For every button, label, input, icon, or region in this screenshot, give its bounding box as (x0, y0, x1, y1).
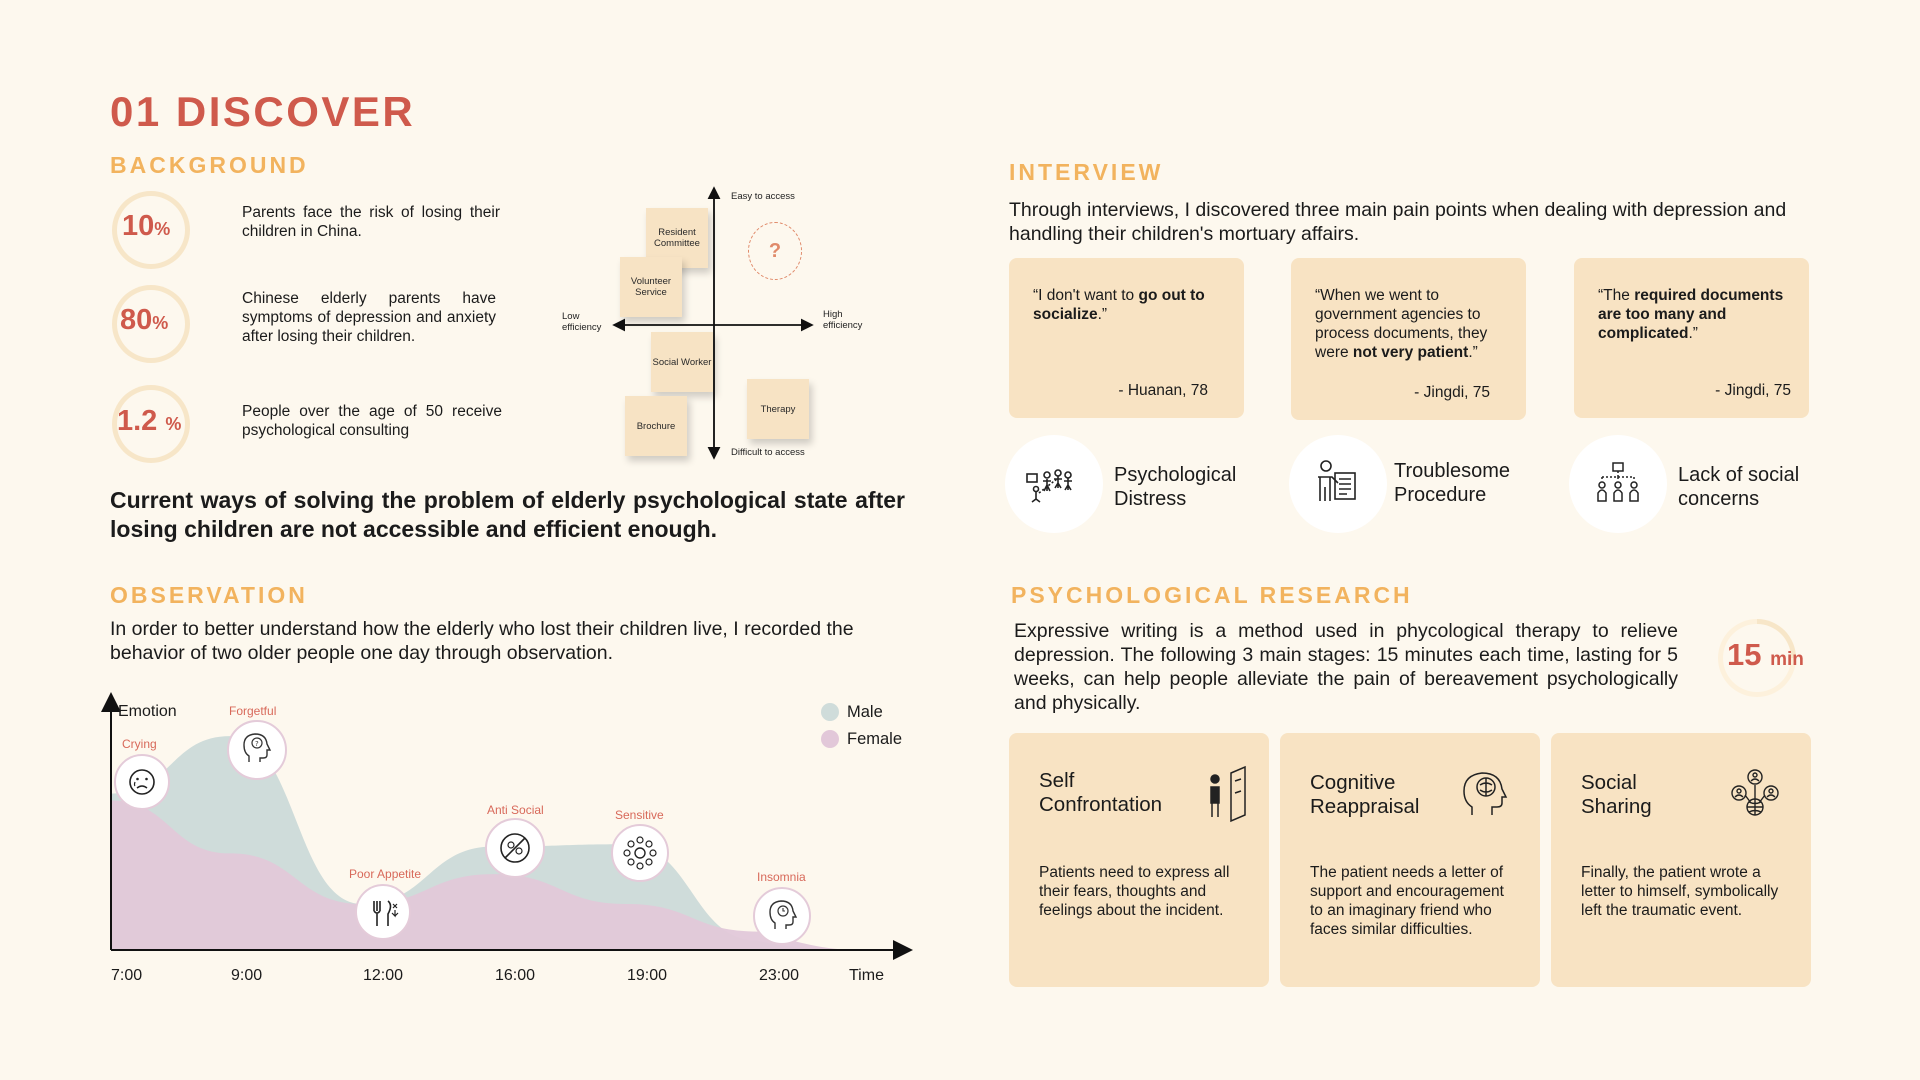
female-area (111, 800, 860, 950)
stage-card-1: Self Confrontation Patients need to expr… (1009, 733, 1269, 987)
mirror-person-icon (1205, 763, 1253, 828)
stat-value: 10% (122, 210, 171, 242)
pain-label: Troublesome Procedure (1394, 460, 1510, 506)
utensils-icon (355, 884, 411, 940)
stat-ring (112, 191, 190, 269)
stage-card-3: Social Sharing Finally, the patient wrot… (1551, 733, 1811, 987)
matrix-bottom-label: Difficult to access (731, 447, 805, 458)
quote-author: - Jingdi, 75 (1414, 384, 1490, 401)
insomnia-head-icon (753, 887, 811, 945)
stage-desc: Finally, the patient wrote a letter to h… (1581, 864, 1779, 919)
stat-text: Chinese elderly parents have symptoms of… (242, 290, 496, 345)
stage-desc: Patients need to express all their fears… (1039, 864, 1230, 919)
background-title: BACKGROUND (110, 152, 309, 178)
annotation-label: Forgetful (229, 704, 277, 718)
quote-text: “I don't want to go out to socialize.” (1033, 287, 1205, 323)
note-social-worker: Social Worker (651, 332, 713, 392)
x-tick: 9:00 (231, 967, 263, 984)
procedure-document-icon (1289, 435, 1387, 533)
globe-people-icon (1727, 767, 1783, 828)
pain-label: Psychological Distress (1114, 464, 1237, 510)
interview-title: INTERVIEW (1009, 159, 1164, 185)
x-tick: 16:00 (495, 967, 536, 984)
x-axis-label: Time (849, 967, 884, 984)
legend-male: Male (847, 703, 883, 721)
matrix-left-label: Low efficiency (562, 311, 602, 333)
matrix-axes (612, 186, 814, 460)
quote-card-2: “When we went to government agencies to … (1291, 258, 1526, 420)
stat-value: 80% (120, 304, 169, 336)
legend-female: Female (847, 730, 903, 748)
annotation-label: Insomnia (757, 870, 806, 884)
distress-people-icon (1005, 435, 1103, 533)
stage-title: Social Sharing (1581, 771, 1652, 818)
stat-text: Parents face the risk of losing their ch… (242, 204, 500, 240)
matrix-top-label: Easy to access (731, 191, 795, 202)
stat-ring (112, 385, 190, 463)
stat-value: 1.2 % (117, 405, 182, 437)
x-tick: 23:00 (759, 967, 800, 984)
crying-face-icon (114, 754, 170, 810)
quote-card-3: “The required documents are too many and… (1574, 258, 1809, 418)
stage-title: Self Confrontation (1039, 769, 1163, 816)
social-network-icon (1569, 435, 1667, 533)
pain-label: Lack of social concerns (1678, 464, 1800, 510)
stat-text: People over the age of 50 receive psycho… (242, 403, 502, 439)
x-tick: 7:00 (111, 967, 143, 984)
x-tick: 19:00 (627, 967, 668, 984)
timer-value: 15 min (1727, 637, 1804, 672)
quote-text: “The required documents are too many and… (1598, 287, 1784, 342)
stage-card-2: Cognitive Reappraisal The patient needs … (1280, 733, 1540, 987)
stage-desc: The patient needs a letter of support an… (1310, 864, 1504, 938)
note-therapy: Therapy (747, 379, 809, 439)
x-tick: 12:00 (363, 967, 404, 984)
legend-female-swatch (821, 730, 839, 748)
forgetful-head-icon: ? (227, 720, 287, 780)
page-title: 01 DISCOVER (110, 88, 416, 135)
quote-author: - Jingdi, 75 (1715, 382, 1791, 399)
quote-card-1: “I don't want to go out to socialize.” -… (1009, 258, 1244, 418)
svg-text:?: ? (255, 740, 259, 748)
unknown-solution-marker: ? (748, 222, 802, 280)
emotion-chart-svg (101, 692, 913, 960)
stage-title: Cognitive Reappraisal (1310, 771, 1420, 818)
note-brochure: Brochure (625, 396, 687, 456)
sensitive-icon (611, 824, 669, 882)
note-volunteer-service: Volunteer Service (620, 257, 682, 317)
quote-author: - Huanan, 78 (1118, 382, 1208, 399)
annotation-label: Poor Appetite (349, 867, 422, 881)
annotation-label: Sensitive (615, 808, 664, 822)
observation-text: In order to better understand how the el… (110, 618, 854, 664)
legend-male-swatch (821, 703, 839, 721)
quote-text: “When we went to government agencies to … (1315, 287, 1488, 361)
interview-intro: Through interviews, I discovered three m… (1009, 199, 1787, 245)
annotation-label: Anti Social (487, 803, 544, 817)
research-title: PSYCHOLOGICAL RESEARCH (1011, 582, 1413, 608)
matrix-right-label: High efficiency (823, 309, 863, 331)
problem-statement: Current ways of solving the problem of e… (110, 487, 905, 542)
research-text: Expressive writing is a method used in p… (1014, 620, 1678, 714)
brain-head-icon (1458, 767, 1514, 828)
y-axis-label: Emotion (118, 703, 177, 720)
observation-title: OBSERVATION (110, 582, 308, 608)
anti-social-icon (485, 818, 545, 878)
stat-ring (112, 285, 190, 363)
annotation-label: Crying (122, 737, 157, 751)
